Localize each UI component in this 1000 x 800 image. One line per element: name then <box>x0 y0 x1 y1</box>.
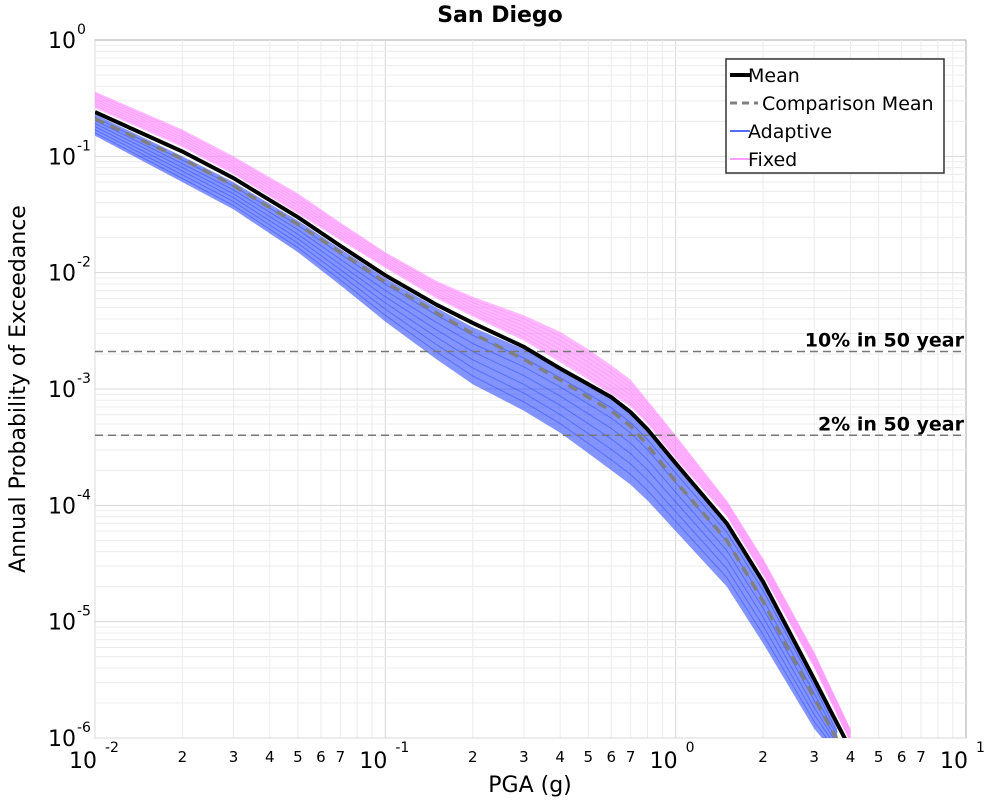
x-minor-tick-label: 3 <box>809 748 819 766</box>
x-tick-label: 10 <box>69 749 97 774</box>
y-tick-label: 10 <box>48 29 76 54</box>
chart-title: San Diego <box>437 3 563 28</box>
fixed-curve <box>95 95 851 734</box>
x-tick-exponent: -2 <box>105 740 119 756</box>
y-tick-label: 10 <box>48 145 76 170</box>
x-minor-tick-label: 5 <box>583 748 593 766</box>
x-minor-tick-label: 6 <box>897 748 907 766</box>
y-tick-exponent: -1 <box>77 138 91 154</box>
x-minor-tick-label: 6 <box>606 748 616 766</box>
adaptive-curve <box>95 132 828 738</box>
legend-label: Fixed <box>748 149 797 171</box>
x-minor-tick-label: 2 <box>758 748 768 766</box>
x-tick-exponent: 1 <box>976 740 985 756</box>
x-tick-label: 10 <box>359 749 387 774</box>
adaptive-curve <box>95 126 834 738</box>
legend: Mean Comparison Mean Adaptive Fixed <box>725 58 945 174</box>
x-minor-tick-label: 5 <box>874 748 884 766</box>
x-minor-tick-label: 7 <box>336 748 346 766</box>
x-tick-exponent: -1 <box>395 740 409 756</box>
fixed-curve <box>95 98 851 736</box>
y-tick-label: 10 <box>48 727 76 752</box>
y-tick-exponent: -4 <box>77 487 91 503</box>
x-tick-label: 10 <box>940 749 968 774</box>
y-tick-label: 10 <box>48 378 76 403</box>
fixed-curve <box>95 102 851 738</box>
legend-label: Comparison Mean <box>762 93 934 115</box>
x-minor-tick-label: 4 <box>265 748 275 766</box>
y-tick-exponent: -2 <box>77 255 91 271</box>
y-tick-exponent: -5 <box>77 604 91 620</box>
x-minor-tick-label: 3 <box>229 748 239 766</box>
fixed-curve <box>95 100 851 738</box>
reference-line-label: 2% in 50 year <box>818 413 965 435</box>
mean-lines <box>95 110 847 738</box>
x-minor-tick-label: 2 <box>178 748 188 766</box>
y-tick-exponent: -6 <box>77 720 91 736</box>
y-axis-label: Annual Probability of Exceedance <box>6 205 31 573</box>
y-tick-exponent: 0 <box>77 22 86 38</box>
y-tick-label: 10 <box>48 494 76 519</box>
x-minor-tick-label: 7 <box>916 748 926 766</box>
fixed-curve <box>95 105 850 738</box>
y-tick-exponent: -3 <box>77 371 91 387</box>
x-minor-tick-label: 4 <box>555 748 565 766</box>
x-minor-tick-label: 7 <box>626 748 636 766</box>
x-minor-tick-label: 5 <box>293 748 303 766</box>
adaptive-curve <box>95 129 831 738</box>
x-tick-label: 10 <box>650 749 678 774</box>
legend-label: Mean <box>748 65 800 87</box>
x-minor-tick-label: 3 <box>519 748 529 766</box>
y-tick-label: 10 <box>48 611 76 636</box>
reference-line-label: 10% in 50 year <box>805 330 965 352</box>
adaptive-curve <box>95 123 837 738</box>
x-minor-tick-label: 6 <box>316 748 326 766</box>
comparison-mean-line <box>95 117 839 738</box>
legend-box <box>725 58 945 174</box>
x-axis-label: PGA (g) <box>488 773 572 798</box>
y-tick-label: 10 <box>48 262 76 287</box>
x-minor-tick-label: 4 <box>846 748 856 766</box>
mean-line <box>95 110 847 738</box>
legend-label: Adaptive <box>748 121 832 143</box>
x-minor-tick-label: 2 <box>468 748 478 766</box>
x-tick-exponent: 0 <box>686 740 695 756</box>
fixed-curve <box>95 93 851 732</box>
